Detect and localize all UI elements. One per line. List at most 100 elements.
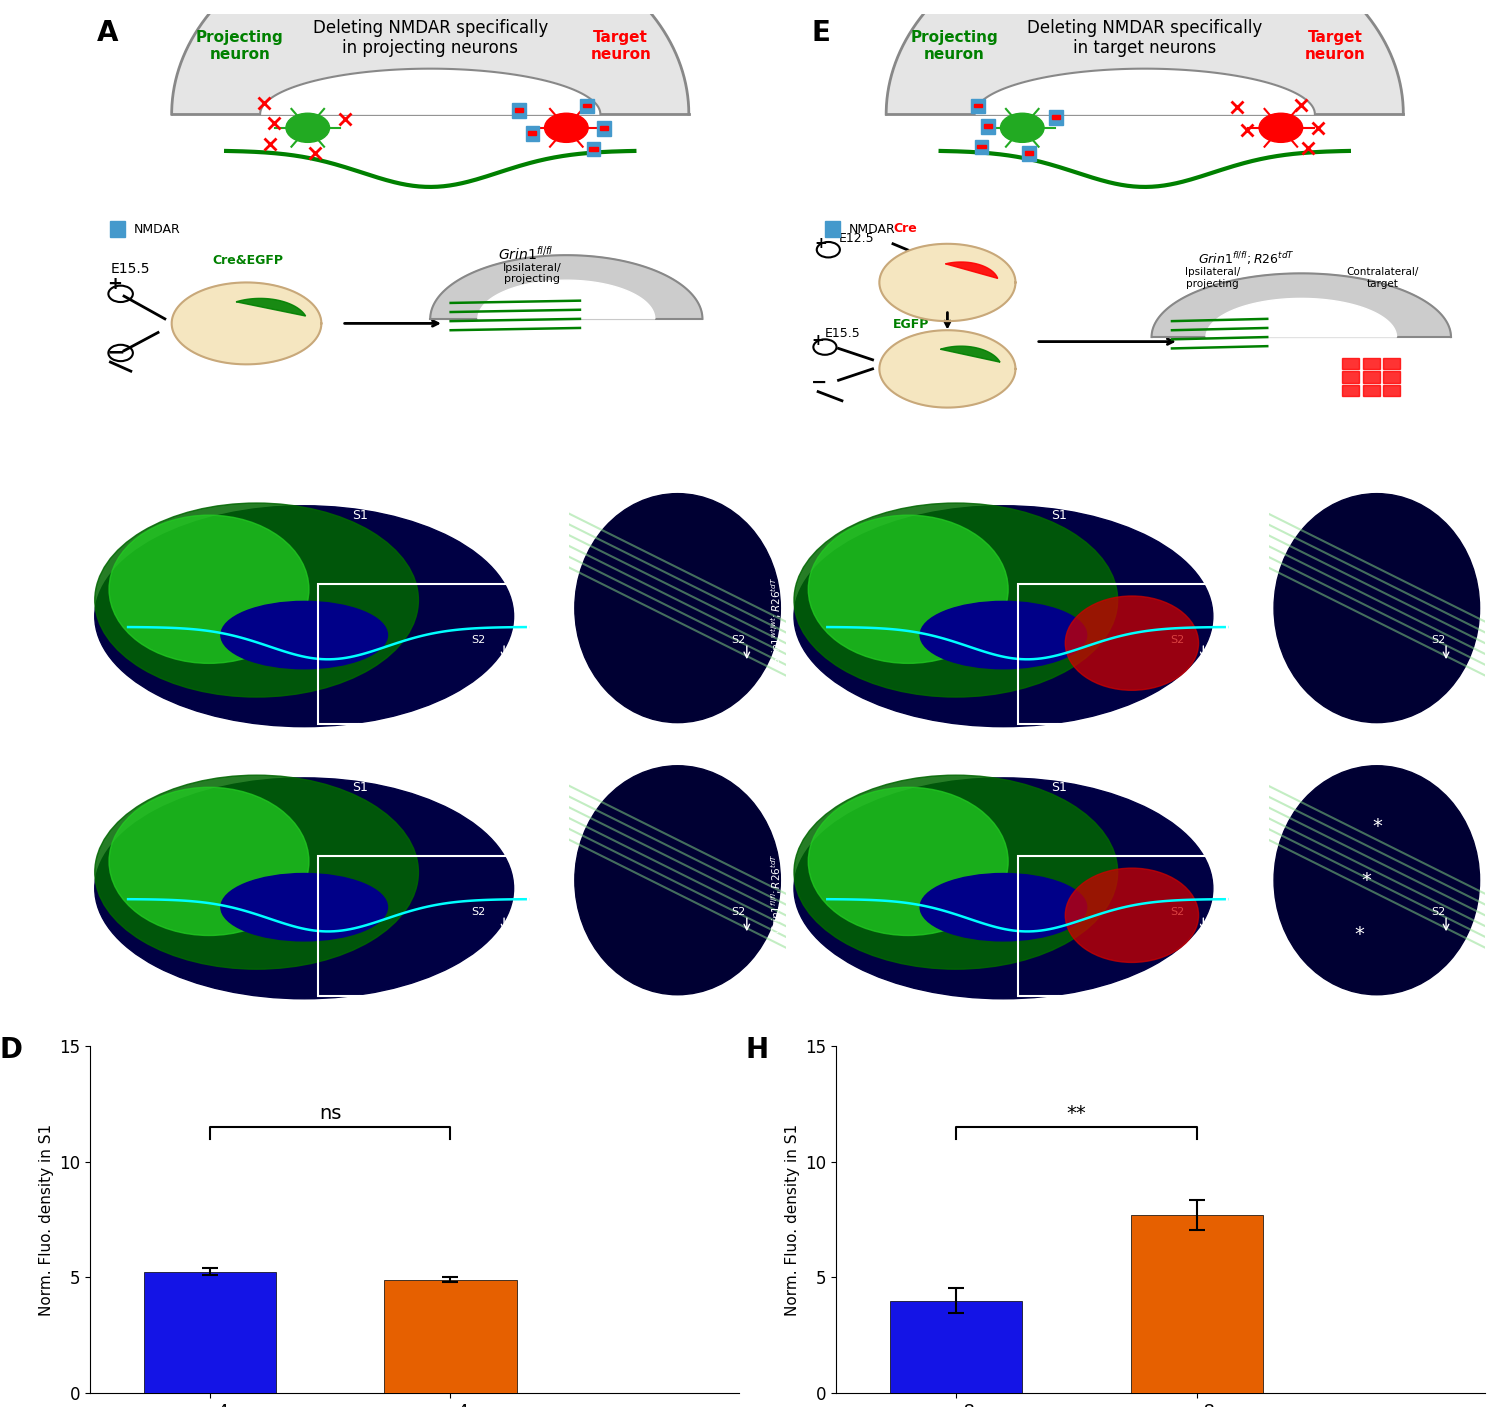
Bar [264, 139, 278, 155]
Bar [514, 108, 523, 113]
Text: S1: S1 [1052, 781, 1066, 795]
Bar [1131, 1216, 1263, 1393]
Text: D: D [0, 1036, 22, 1064]
Text: Deleting NMDAR specifically
in projecting neurons: Deleting NMDAR specifically in projectin… [312, 18, 548, 58]
Text: Cre: Cre [892, 222, 916, 235]
Text: **: ** [1066, 1103, 1086, 1123]
Polygon shape [879, 243, 1016, 321]
Text: *: * [1354, 924, 1365, 944]
Bar [586, 142, 600, 156]
Text: P14: P14 [432, 498, 456, 511]
Text: S2: S2 [471, 635, 484, 646]
Text: S1: S1 [352, 509, 368, 522]
Text: −: − [812, 373, 828, 393]
Text: Contralateral/
target: Contralateral/ target [1347, 267, 1419, 288]
Text: Ipsilateral/
projecting: Ipsilateral/ projecting [1185, 267, 1240, 288]
Text: *: * [1360, 871, 1371, 889]
Text: Deleting NMDAR specifically
in target neurons: Deleting NMDAR specifically in target ne… [1028, 18, 1263, 58]
Text: S2: S2 [1431, 635, 1444, 646]
Ellipse shape [920, 601, 1086, 668]
Text: $Grin1^{fl/fl};R26^{tdT}$: $Grin1^{fl/fl};R26^{tdT}$ [1198, 250, 1296, 267]
Text: P14: P14 [1132, 770, 1155, 782]
Polygon shape [975, 69, 1316, 114]
Text: B: B [110, 498, 123, 515]
Text: F': F' [1278, 498, 1294, 515]
Text: S2: S2 [471, 908, 484, 917]
Ellipse shape [574, 765, 780, 995]
Bar [1383, 371, 1400, 383]
Bar [1342, 371, 1359, 383]
Ellipse shape [808, 515, 1008, 663]
Polygon shape [886, 0, 1404, 114]
Bar [1342, 357, 1359, 369]
Text: NMDAR: NMDAR [849, 222, 895, 236]
Ellipse shape [220, 601, 387, 668]
Text: F: F [808, 498, 820, 515]
Ellipse shape [794, 504, 1118, 696]
Ellipse shape [220, 874, 387, 941]
Text: S2: S2 [732, 635, 746, 646]
Bar [890, 1300, 1023, 1393]
Circle shape [1258, 113, 1302, 142]
Text: S1: S1 [813, 509, 830, 522]
Text: −: − [106, 343, 126, 363]
Text: S1: S1 [114, 781, 129, 795]
Text: +: + [106, 276, 122, 293]
Ellipse shape [794, 775, 1118, 969]
Text: S1: S1 [1286, 781, 1302, 795]
Text: B': B' [578, 498, 597, 515]
Polygon shape [879, 331, 1016, 408]
Polygon shape [945, 262, 998, 279]
Circle shape [1000, 113, 1044, 142]
Ellipse shape [110, 788, 309, 936]
Bar [981, 120, 994, 134]
Bar [970, 98, 986, 113]
Text: G: G [808, 770, 824, 788]
Bar [597, 121, 610, 136]
Text: Projecting
neuron: Projecting neuron [910, 30, 998, 62]
Text: S1: S1 [813, 781, 830, 795]
Bar [1362, 386, 1380, 397]
Bar [1050, 110, 1064, 125]
Ellipse shape [1065, 597, 1198, 691]
Ellipse shape [94, 775, 419, 969]
Ellipse shape [94, 505, 513, 726]
Circle shape [544, 113, 588, 142]
Text: S2: S2 [1170, 635, 1184, 646]
Text: $Grin1^{wt/wt};R26^{tdT}$: $Grin1^{wt/wt};R26^{tdT}$ [770, 577, 784, 666]
Text: Target
neuron: Target neuron [591, 30, 651, 62]
Text: A: A [98, 18, 118, 46]
Polygon shape [260, 69, 600, 114]
Bar [525, 127, 538, 141]
Ellipse shape [794, 505, 1214, 726]
Text: S1: S1 [352, 781, 368, 795]
Bar [580, 98, 594, 113]
Bar [270, 120, 284, 134]
Bar [318, 584, 528, 725]
Text: H: H [746, 1036, 768, 1064]
Ellipse shape [110, 515, 309, 663]
Ellipse shape [1274, 494, 1479, 723]
Bar [1342, 386, 1359, 397]
Text: C': C' [578, 770, 597, 788]
Ellipse shape [1274, 765, 1479, 995]
Text: +: + [812, 333, 824, 349]
Polygon shape [1206, 298, 1396, 338]
Text: S2: S2 [1170, 908, 1184, 917]
Bar [582, 104, 591, 107]
Text: E12.5: E12.5 [839, 232, 874, 245]
Text: P14: P14 [432, 770, 456, 782]
Bar [144, 1272, 276, 1393]
Polygon shape [940, 346, 1000, 362]
Bar [974, 104, 982, 107]
Text: S1: S1 [586, 781, 603, 795]
Text: Projecting
neuron: Projecting neuron [196, 30, 284, 62]
Bar [984, 124, 993, 128]
Text: +: + [815, 236, 828, 252]
Ellipse shape [920, 874, 1086, 941]
Text: S1: S1 [114, 509, 129, 522]
Text: Cre&EGFP: Cre&EGFP [213, 255, 284, 267]
Bar [975, 139, 988, 155]
Polygon shape [171, 0, 688, 114]
Text: P14: P14 [1132, 498, 1155, 511]
